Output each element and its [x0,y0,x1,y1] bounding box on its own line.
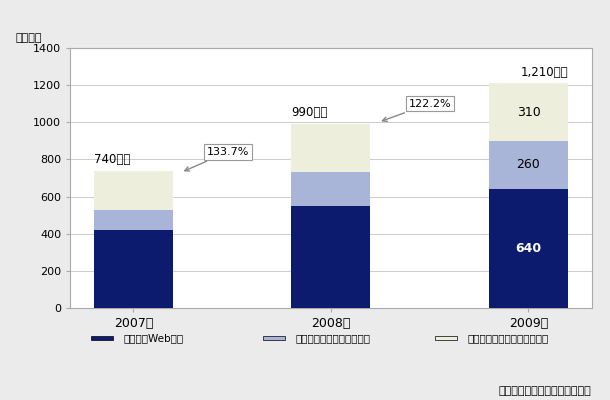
FancyBboxPatch shape [91,336,113,340]
Text: 640: 640 [515,242,542,255]
Text: モバイルアフィリエイト広告: モバイルアフィリエイト広告 [468,333,549,343]
Text: 260: 260 [517,158,540,172]
Text: 310: 310 [517,106,540,118]
Bar [489,83,568,141]
Bar [489,141,568,189]
Bar [292,172,370,206]
Text: 122.2%: 122.2% [382,99,451,121]
Y-axis label: （億円）: （億円） [15,33,41,43]
Text: （シード・プランニング作成）: （シード・プランニング作成） [499,386,592,396]
Bar [292,124,370,172]
Bar [292,206,370,308]
Text: 740億円: 740億円 [94,153,130,166]
Bar [489,189,568,308]
Text: モバイルリスティング広告: モバイルリスティング広告 [295,333,370,343]
Text: 1,210億円: 1,210億円 [520,66,568,79]
Text: 133.7%: 133.7% [185,147,249,171]
Bar [94,170,173,210]
FancyBboxPatch shape [263,336,285,340]
Text: 990億円: 990億円 [292,106,328,120]
FancyBboxPatch shape [435,336,457,340]
Bar [94,210,173,230]
Text: モバイルWeb広告: モバイルWeb広告 [123,333,184,343]
Bar [94,230,173,308]
